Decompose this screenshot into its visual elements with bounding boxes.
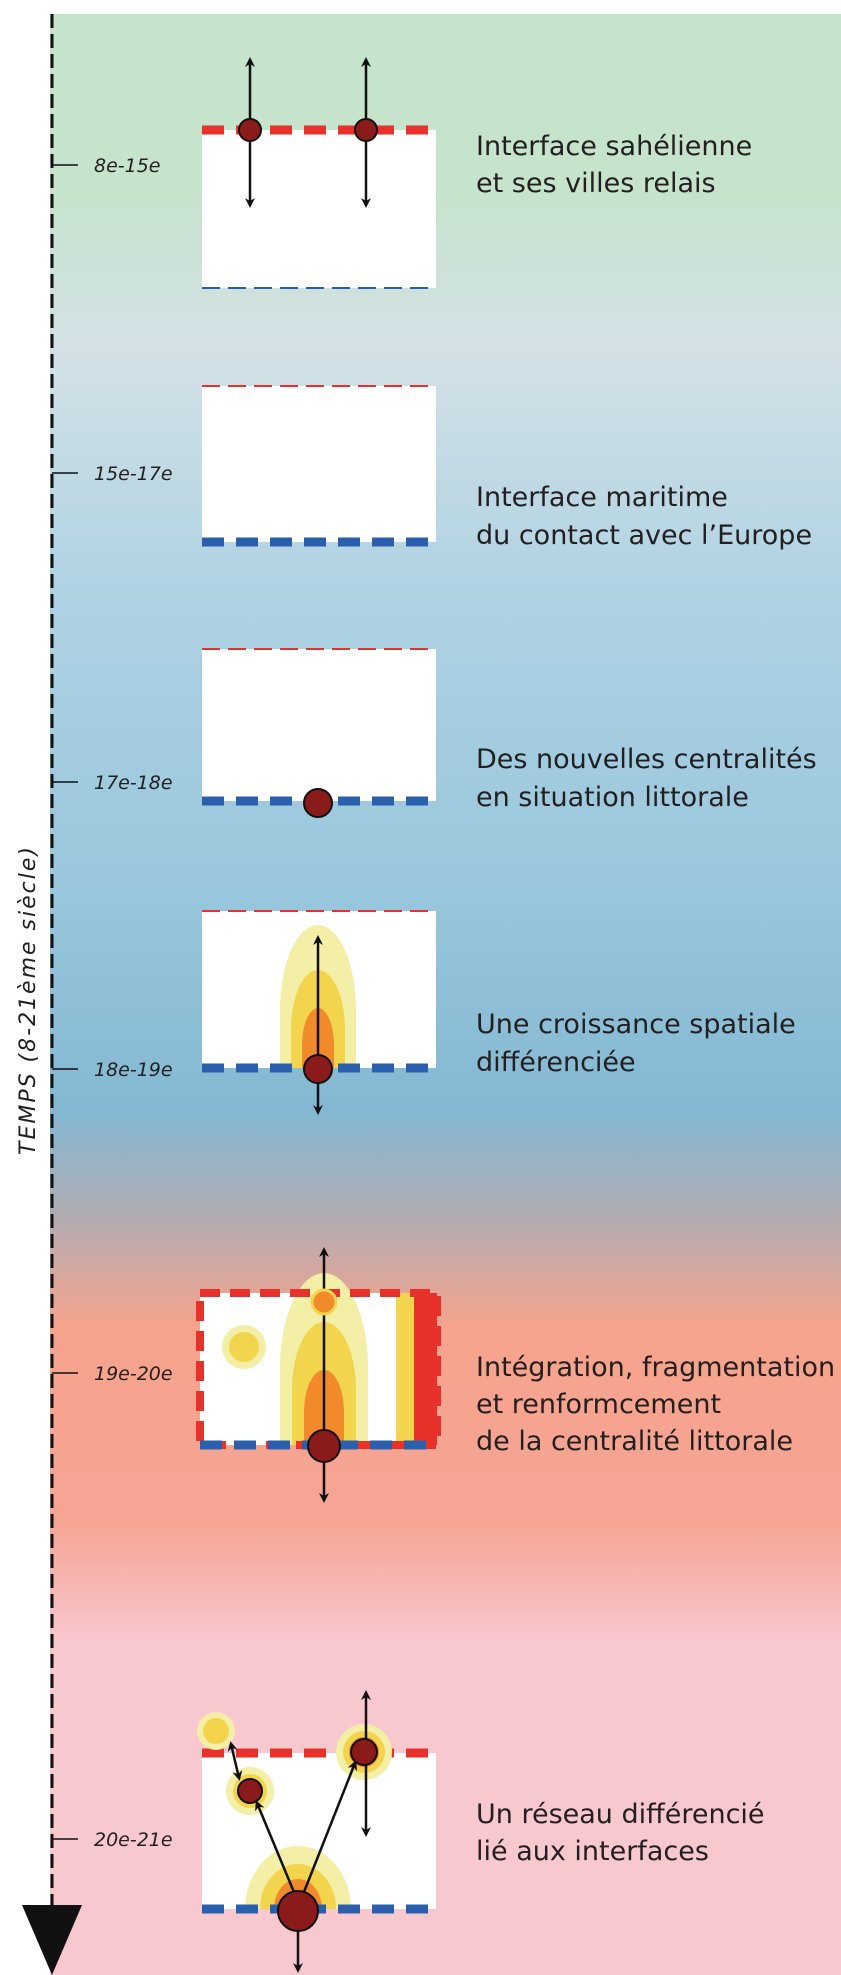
city-node bbox=[354, 118, 378, 142]
stage-4-label-line1: Une croissance spatiale bbox=[476, 1009, 796, 1040]
stage-1-label-line2: et ses villes relais bbox=[476, 168, 716, 199]
stage-3-label-line1: Des nouvelles centralités bbox=[476, 744, 817, 775]
svg-text:20e-21e: 20e-21e bbox=[94, 1829, 173, 1851]
time-axis-title: TEMPS (8-21ème siècle) bbox=[16, 845, 41, 1155]
city-node bbox=[350, 1738, 378, 1766]
stage-5-label-line1: Intégration, fragmentation bbox=[476, 1352, 835, 1383]
tick-18e-19e: 18e-19e bbox=[52, 1059, 173, 1081]
growth-zone bbox=[245, 1846, 351, 1909]
stage-6-label-line1: Un réseau différencié bbox=[476, 1799, 765, 1830]
coastal-band-yellow bbox=[396, 1293, 414, 1445]
stage-5-label-line3: de la centralité littorale bbox=[476, 1426, 793, 1457]
city-node bbox=[303, 1054, 333, 1084]
stage-4-panel bbox=[202, 910, 436, 1115]
svg-text:19e-20e: 19e-20e bbox=[94, 1363, 173, 1385]
stage-6-panel bbox=[197, 1690, 436, 1973]
svg-text:17e-18e: 17e-18e bbox=[94, 772, 173, 794]
stage-1-panel bbox=[202, 57, 436, 289]
city-node-small bbox=[310, 1288, 338, 1316]
tick-17e-18e: 17e-18e bbox=[52, 772, 173, 794]
left-margin bbox=[0, 0, 50, 1975]
top-margin bbox=[0, 0, 841, 14]
tick-20e-21e: 20e-21e bbox=[52, 1829, 173, 1851]
stage-6-label-line2: lié aux interfaces bbox=[476, 1836, 709, 1867]
stage-5-label-line2: et renformcement bbox=[476, 1389, 721, 1420]
stage-3-panel bbox=[202, 648, 436, 818]
city-node bbox=[307, 1429, 341, 1463]
tick-19e-20e: 19e-20e bbox=[52, 1363, 173, 1385]
svg-text:8e-15e: 8e-15e bbox=[94, 155, 161, 177]
stage-2-panel bbox=[202, 385, 436, 547]
stage-5-panel bbox=[196, 1247, 441, 1503]
tick-15e-17e: 15e-17e bbox=[52, 463, 173, 485]
city-node bbox=[238, 118, 262, 142]
city-node bbox=[237, 1778, 263, 1804]
stage-3-label-line2: en situation littorale bbox=[476, 782, 749, 813]
svg-text:18e-19e: 18e-19e bbox=[94, 1059, 173, 1081]
background bbox=[50, 14, 841, 1975]
stage-2-label-line1: Interface maritime bbox=[476, 482, 728, 513]
time-axis-arrowhead bbox=[22, 1905, 82, 1975]
tick-8e-15e: 8e-15e bbox=[52, 155, 161, 177]
stage-4-label-line2: différenciée bbox=[476, 1047, 636, 1078]
city-node bbox=[303, 788, 333, 818]
secondary-center bbox=[229, 1332, 259, 1362]
city-node-main bbox=[277, 1890, 319, 1932]
svg-text:15e-17e: 15e-17e bbox=[94, 463, 173, 485]
stage-2-label-line2: du contact avec l’Europe bbox=[476, 520, 812, 551]
coastal-band-red bbox=[414, 1293, 437, 1445]
stage-1-label-line1: Interface sahélienne bbox=[476, 131, 752, 162]
fragmented-sahel-frame bbox=[196, 1289, 441, 1449]
